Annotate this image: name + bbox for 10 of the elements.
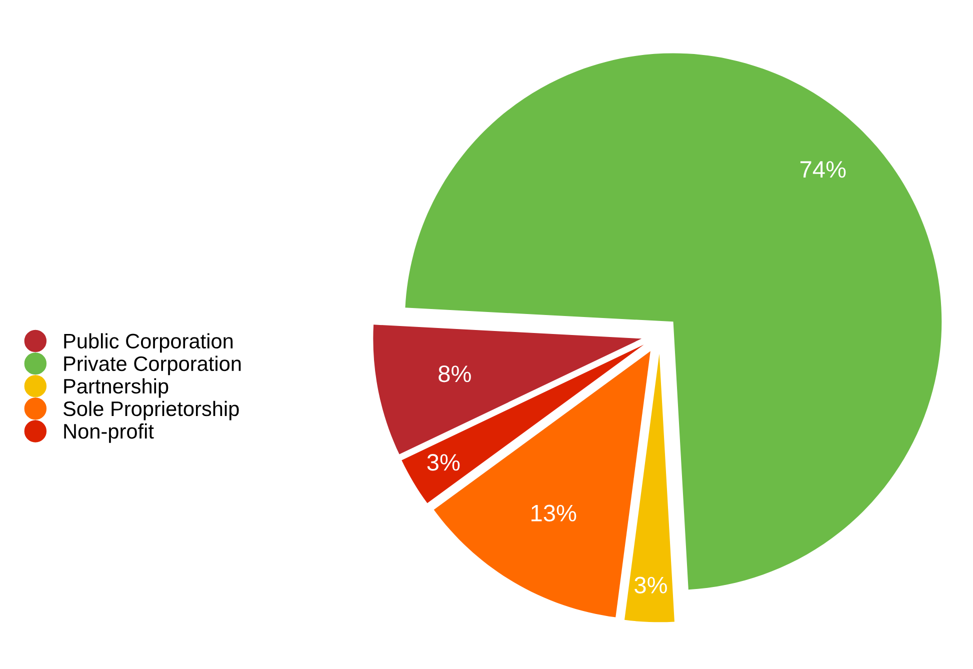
data-label: 3% [427,454,460,471]
data-label: 74% [800,161,846,178]
data-label: 3% [634,576,667,594]
data-label: 13% [532,504,576,522]
data-label: 8% [438,365,471,382]
legend-label: Sole Proprietorship [63,400,239,420]
legend-label: Partnership [64,378,168,398]
legend-label: Private Corporation [64,356,241,376]
legend-label: Public Corporation [64,333,233,353]
legend-label: Non-profit [64,423,154,443]
